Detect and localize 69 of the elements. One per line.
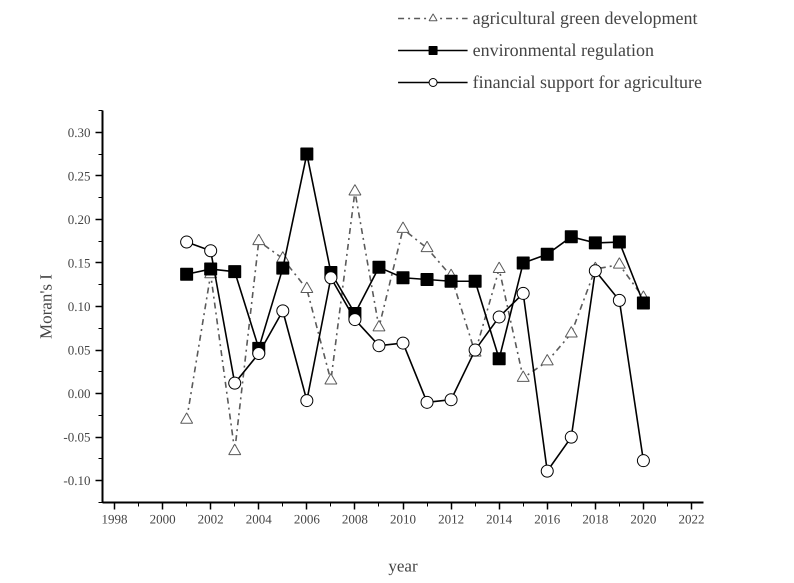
point: [444, 393, 458, 406]
point: [276, 304, 290, 318]
point: [492, 262, 506, 274]
y-tick-label: 0.15: [68, 255, 90, 270]
point: [540, 464, 554, 478]
x-tick-label: 2014: [486, 512, 513, 526]
point: [516, 286, 530, 300]
point: [252, 234, 266, 246]
y-tick-label: 0.00: [68, 386, 90, 402]
point: [420, 396, 434, 409]
point: [348, 184, 362, 196]
point: [228, 265, 242, 278]
x-tick-label: 2012: [438, 512, 464, 526]
point: [612, 294, 626, 307]
point: [300, 394, 314, 408]
point: [468, 274, 482, 288]
legend-label: environmental regulation: [472, 38, 654, 62]
y-tick-label: -0.10: [63, 473, 91, 488]
point: [636, 454, 650, 468]
point: [564, 230, 578, 244]
x-tick-label: 2020: [630, 512, 656, 526]
point: [492, 352, 506, 366]
y-axis-title: Moran's I: [36, 274, 56, 339]
y-tick-label: 0.10: [68, 299, 90, 314]
point: [396, 222, 410, 233]
x-tick-label: 2006: [294, 512, 320, 526]
point: [540, 248, 554, 261]
x-tick-label: 2000: [150, 512, 176, 526]
x-tick-label: 2016: [534, 512, 561, 526]
point: [564, 430, 578, 444]
x-tick-label: 2018: [582, 512, 608, 526]
y-tick-label: 0.05: [68, 342, 90, 358]
point: [372, 260, 386, 274]
y-tick-label: 0.20: [68, 212, 90, 227]
point: [228, 376, 242, 390]
point: [396, 271, 410, 284]
x-tick-label: 2008: [342, 512, 368, 526]
point: [180, 268, 194, 281]
point: [420, 240, 434, 252]
point: [516, 256, 530, 270]
point: [252, 347, 266, 360]
point: [588, 264, 602, 278]
point: [300, 282, 314, 294]
x-tick-label: 2010: [390, 512, 416, 526]
point: [612, 236, 626, 249]
x-tick-label: 2004: [246, 512, 272, 526]
point: [612, 257, 626, 269]
point: [180, 236, 194, 249]
point: [588, 236, 602, 250]
x-tick-label: 2022: [678, 512, 704, 526]
point: [636, 296, 650, 310]
point: [324, 271, 338, 284]
y-tick-label: 0.25: [68, 168, 90, 184]
legend-label: agricultural green development: [472, 6, 698, 30]
y-tick-label: -0.05: [63, 430, 91, 445]
point: [492, 310, 506, 324]
point: [276, 262, 290, 275]
point: [372, 339, 386, 352]
x-axis-title: year: [388, 556, 418, 576]
point: [348, 313, 362, 326]
y-tick-label: 0.30: [68, 124, 90, 140]
x-tick-label: 1998: [102, 512, 128, 526]
x-tick-label: 2002: [198, 512, 224, 526]
point: [204, 244, 218, 258]
point: [420, 272, 434, 286]
point: [396, 336, 410, 350]
point: [444, 274, 458, 288]
point: [300, 148, 314, 161]
legend-label: financial support for agriculture: [472, 70, 702, 94]
